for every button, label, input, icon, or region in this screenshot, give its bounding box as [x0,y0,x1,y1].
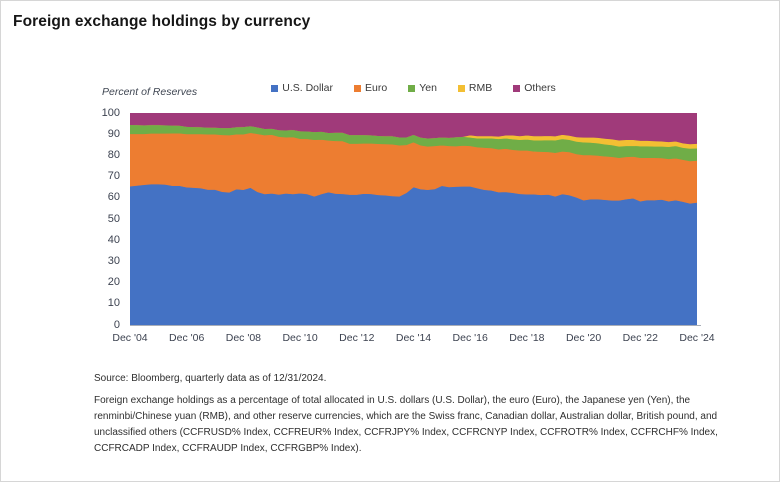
legend-label: Euro [365,82,388,94]
y-tick-label: 30 [107,254,120,267]
x-tick-label: Dec '12 [339,332,375,344]
y-tick-label: 60 [107,191,120,204]
x-tick-label: Dec '24 [679,332,715,344]
x-axis-line [130,325,701,326]
legend-item-others: Others [513,82,556,94]
x-tick-label: Dec '16 [452,332,488,344]
area-series-others [130,113,697,145]
y-tick-label: 0 [113,318,120,331]
y-tick-label: 80 [107,148,120,161]
y-axis-title: Percent of Reserves [102,86,198,98]
y-tick-label: 10 [107,297,120,310]
x-tick-label: Dec '20 [565,332,602,344]
y-tick-label: 40 [107,233,120,246]
y-axis-tick-labels: 0 10 20 30 40 50 60 70 80 90 100 [91,107,125,331]
x-tick-label: Dec '18 [509,332,545,344]
y-tick-label: 70 [107,170,120,183]
legend-swatch-rmb [457,84,465,92]
x-axis-tick-labels: Dec '04 Dec '06 Dec '08 Dec '10 Dec '12 Dec '… [1,332,779,346]
legend-label: RMB [468,82,493,94]
y-tick-label: 100 [101,106,120,119]
legend-label: Yen [419,82,437,94]
chart-legend: U.S. Dollar Euro Yen RMB Others [130,82,697,94]
source-text: Source: Bloomberg, quarterly data as of … [94,373,327,384]
legend-swatch-euro [354,84,361,92]
legend-swatch-u-s-dollar [271,84,279,92]
x-tick-label: Dec '04 [112,332,148,344]
legend-swatch-yen [408,84,416,92]
x-tick-label: Dec '08 [225,332,262,344]
y-tick-label: 20 [107,276,120,289]
legend-item-rmb: RMB [457,82,493,94]
x-tick-label: Dec '14 [395,332,432,344]
x-tick-label: Dec '10 [282,332,318,344]
legend-item-yen: Yen [408,82,437,94]
legend-swatch-others [513,84,521,92]
footnote-text: Foreign exchange holdings as a percentag… [94,395,718,454]
legend-label: Others [524,82,556,94]
y-tick-label: 50 [107,212,120,225]
legend-item-u-s-dollar: U.S. Dollar [271,82,333,94]
legend-label: U.S. Dollar [282,82,333,94]
x-tick-label: Dec '22 [622,332,658,344]
legend-item-euro: Euro [354,82,387,94]
page-title: Foreign exchange holdings by currency [13,13,311,30]
plot-area [130,113,697,325]
area-series-u-s-dollar [130,183,697,325]
stacked-area-chart [130,113,697,325]
y-tick-label: 90 [107,127,120,140]
x-tick-label: Dec '06 [169,332,205,344]
